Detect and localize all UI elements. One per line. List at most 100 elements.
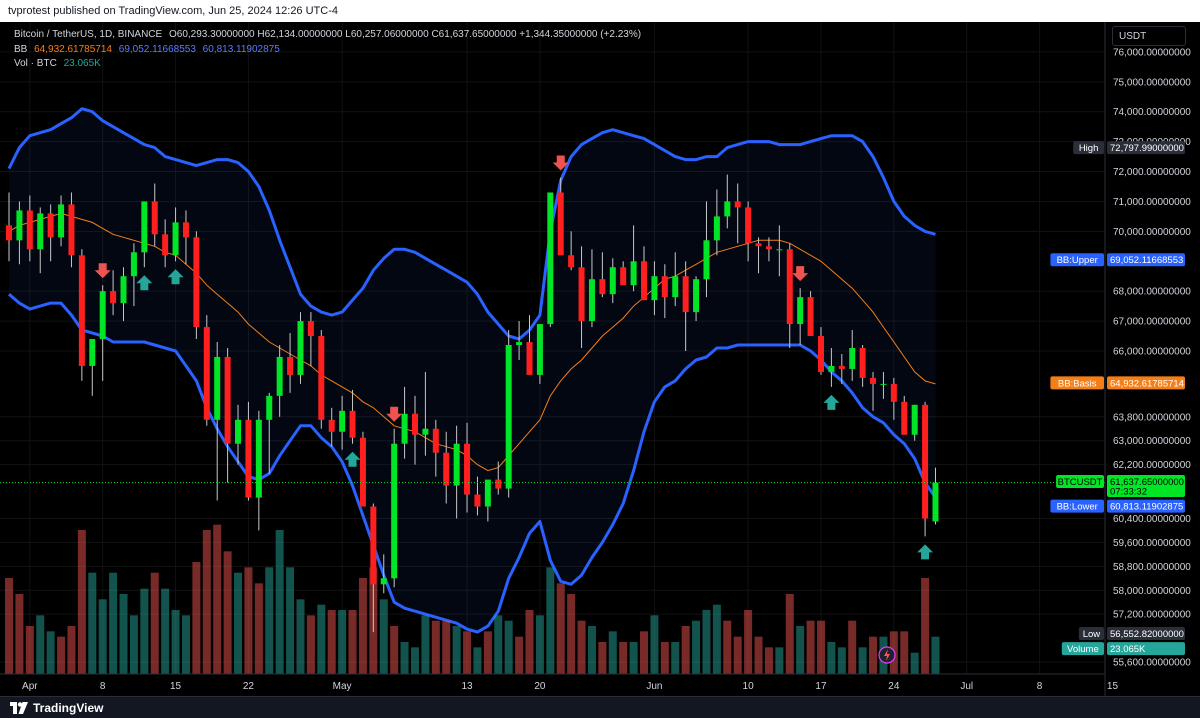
candle xyxy=(245,401,252,501)
volume-bar xyxy=(150,572,159,674)
candle-body xyxy=(47,213,54,238)
candle-body xyxy=(339,410,346,432)
candle-body xyxy=(703,240,710,280)
volume-bar xyxy=(5,578,13,674)
volume-bar xyxy=(463,631,472,674)
low-badge-label: Low xyxy=(1083,629,1101,640)
candle-body xyxy=(318,336,325,420)
tradingview-logo[interactable]: TradingView xyxy=(10,700,103,716)
volume-bar xyxy=(671,642,680,674)
volume-bar xyxy=(57,636,66,674)
candle xyxy=(516,321,523,360)
candle-body xyxy=(745,207,752,244)
volume-bar xyxy=(556,583,565,674)
candle-body xyxy=(817,336,824,372)
candle xyxy=(266,392,273,474)
candle-body xyxy=(307,321,314,337)
volume-bar xyxy=(764,647,773,674)
bb-upper-badge-value: 69,052.11668553 xyxy=(1110,255,1183,266)
candle-body xyxy=(68,204,75,256)
candle-body xyxy=(141,201,148,253)
candle-body xyxy=(536,324,543,375)
candle xyxy=(401,386,408,459)
volume-bar xyxy=(265,567,274,674)
volume-bar xyxy=(712,604,721,674)
volume-bar xyxy=(567,594,576,674)
volume-bar xyxy=(702,610,711,674)
candle xyxy=(110,270,117,316)
candle xyxy=(318,330,325,429)
y-tick-label: 58,800.00000000 xyxy=(1113,562,1191,573)
x-tick-label: 24 xyxy=(888,681,900,692)
bb-upper-value: 69,052.11668553 xyxy=(118,44,196,55)
price-chart[interactable]: 76,000.00000000 75,000.00000000 74,000.000… xyxy=(0,22,1200,696)
footer-bar: TradingView xyxy=(0,696,1200,718)
candle-body xyxy=(880,383,887,385)
volume-bar xyxy=(400,642,409,674)
candle-body xyxy=(130,252,137,277)
x-tick-label: 15 xyxy=(1107,681,1119,692)
currency-selector[interactable]: USDT xyxy=(1112,26,1186,46)
bb-lower-badge-value: 60,813.11902875 xyxy=(1110,502,1183,513)
sell-arrow-icon xyxy=(94,263,111,279)
high-badge-label: High xyxy=(1079,143,1099,154)
sell-arrow-icon xyxy=(552,155,569,171)
chart-frame[interactable]: 76,000.00000000 75,000.00000000 74,000.000… xyxy=(0,22,1200,696)
candle xyxy=(453,425,460,519)
high-badge: 72,797.99000000 High xyxy=(1073,141,1185,155)
candle-body xyxy=(568,255,575,268)
candle xyxy=(339,395,346,450)
last-price-badge-label: BTCUSDT xyxy=(1058,477,1103,488)
candle-body xyxy=(411,413,418,435)
volume-bar xyxy=(192,562,201,674)
candle xyxy=(713,189,720,256)
candle-body xyxy=(620,267,627,286)
y-tick-label: 63,000.00000000 xyxy=(1113,436,1191,447)
candle-body xyxy=(193,237,200,328)
x-axis-labels: Apr 8 15 22 May 13 20 Jun 10 17 24 Jul 8 15 xyxy=(22,681,1118,692)
tradingview-logo-icon xyxy=(10,702,28,714)
candle-body xyxy=(266,395,273,420)
volume-bar xyxy=(650,615,659,674)
y-tick-label: 71,000.00000000 xyxy=(1113,197,1191,208)
volume-bar xyxy=(348,610,357,674)
candle xyxy=(786,243,793,348)
flash-icon[interactable] xyxy=(878,646,896,664)
candle xyxy=(287,333,294,393)
price-badges: 72,797.99000000 High 69,052.11668553 BB:Upp… xyxy=(1050,141,1185,656)
volume-bar xyxy=(515,636,524,674)
volume-bar xyxy=(421,615,430,674)
candle-body xyxy=(328,419,335,432)
volume-bar xyxy=(754,636,763,674)
x-tick-label: Apr xyxy=(22,681,38,692)
candle xyxy=(755,237,762,274)
volume-bar xyxy=(640,631,649,674)
candle-body xyxy=(89,339,96,366)
volume-bar xyxy=(77,530,86,674)
candle-body xyxy=(99,291,106,340)
candle xyxy=(182,210,189,265)
candle xyxy=(464,422,471,513)
y-tick-label: 60,400.00000000 xyxy=(1113,514,1191,525)
candle-body xyxy=(255,419,262,498)
candle-body xyxy=(828,365,835,372)
candle xyxy=(703,201,710,298)
candle-body xyxy=(16,210,23,241)
candle-body xyxy=(911,404,918,435)
candle xyxy=(432,419,439,477)
volume-bar xyxy=(161,588,170,674)
x-tick-label: May xyxy=(333,681,352,692)
price-axis xyxy=(1105,22,1200,696)
volume-bar xyxy=(109,572,118,674)
volume-bar xyxy=(338,610,347,674)
candle-body xyxy=(495,479,502,489)
volume-bar xyxy=(431,620,440,674)
candle-body xyxy=(599,279,606,295)
candle xyxy=(797,288,804,346)
volume-bar xyxy=(234,572,243,674)
y-tick-label: 57,200.00000000 xyxy=(1113,610,1191,621)
x-tick-label: Jun xyxy=(646,681,662,692)
candle-body xyxy=(922,404,929,519)
volume-bar xyxy=(848,620,857,674)
volume-bar xyxy=(202,530,211,674)
